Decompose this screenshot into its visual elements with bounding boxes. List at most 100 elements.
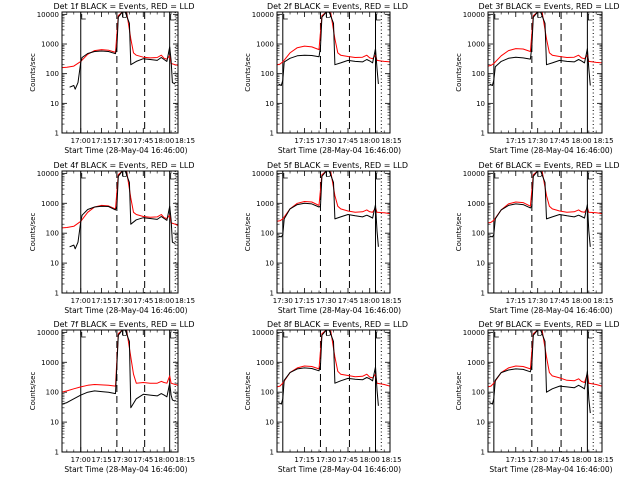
y-tick-label: 100: [472, 70, 485, 78]
y-tick-label: 10000: [37, 11, 59, 19]
panel-det-4: Det 4f BLACK = Events, RED = LLD Counts/s…: [29, 161, 195, 315]
y-tick-label: 1000: [256, 359, 274, 367]
panel-det-7: Det 7f BLACK = Events, RED = LLD Counts/s…: [29, 320, 195, 474]
y-tick-label: 100: [472, 389, 485, 397]
series-lld: [488, 12, 602, 67]
annotation-d: D: [537, 329, 543, 338]
x-ticks: 17:30 17:15 17:30 17:45 18:00 18:15: [273, 171, 402, 305]
panel-det-5: Det 5f BLACK = Events, RED = LLD Counts/s…: [244, 161, 408, 315]
y-tick-label: 10000: [37, 329, 59, 337]
plot-frame: [276, 329, 391, 453]
y-tick-label: 1: [55, 449, 59, 457]
panel-title: Det 3f BLACK = Events, RED = LLD: [478, 2, 619, 11]
x-tick-label: 17:30: [316, 297, 336, 305]
x-tick-label: 17:15: [294, 297, 314, 305]
bracket-mark: [587, 332, 593, 339]
x-tick-label: 17:15: [506, 456, 526, 464]
x-axis-label: Start Time (28-May-04 16:46:00): [64, 146, 187, 155]
y-axis-label: Counts/sec: [455, 372, 463, 411]
y-axis-label: Counts/sec: [244, 213, 252, 252]
series-lines: [277, 12, 390, 86]
series-lines: [277, 171, 390, 247]
x-tick-label: 17:45: [338, 456, 358, 464]
x-tick-label: 18:15: [175, 137, 195, 145]
x-tick-label: 17:45: [550, 297, 570, 305]
x-axis-label: Start Time (28-May-04 16:46:00): [489, 465, 612, 474]
y-axis-label: Counts/sec: [455, 213, 463, 252]
x-ticks: 17:15 17:30 17:45 18:00 18:15: [500, 171, 614, 305]
y-tick-label: 1000: [41, 41, 59, 49]
interval-markers: [493, 171, 594, 293]
series-events: [278, 171, 379, 247]
interval-markers: [282, 171, 382, 293]
x-axis-label: Start Time (28-May-04 16:46:00): [278, 306, 401, 315]
y-tick-label: 1: [55, 130, 59, 138]
bracket-mark: [170, 332, 175, 339]
panel-title: Det 2f BLACK = Events, RED = LLD: [267, 2, 408, 11]
series-lines: [488, 12, 602, 86]
x-axis-label: Start Time (28-May-04 16:46:00): [489, 306, 612, 315]
y-tick-label: 10: [50, 100, 59, 108]
y-tick-label: 100: [261, 389, 274, 397]
interval-markers: [282, 12, 382, 133]
x-tick-label: 17:30: [528, 137, 548, 145]
x-tick-label: 17:15: [91, 297, 111, 305]
x-tick-label: 18:00: [154, 297, 174, 305]
bracket-mark: [170, 14, 175, 21]
bracket-mark: [81, 14, 86, 20]
annotation-d: D: [122, 170, 128, 179]
y-tick-label: 10: [476, 100, 485, 108]
y-tick-label: 10000: [252, 170, 274, 178]
x-tick-label: 18:00: [571, 456, 591, 464]
interval-markers: [80, 330, 176, 452]
y-tick-label: 1000: [41, 200, 59, 208]
series-events: [489, 171, 591, 247]
annotation-d: D: [537, 11, 543, 20]
bracket-mark: [376, 14, 381, 21]
annotation-d: D: [325, 329, 331, 338]
y-tick-label: 1000: [256, 41, 274, 49]
x-tick-label: 17:15: [506, 137, 526, 145]
series-events: [62, 330, 176, 409]
x-tick-label: 17:30: [112, 297, 132, 305]
plot-frame: [487, 329, 603, 453]
x-tick-label: 17:30: [112, 456, 132, 464]
y-tick-label: 10000: [252, 329, 274, 337]
series-lld: [62, 12, 178, 69]
y-ticks: 1 10 100 1000 10000: [37, 11, 178, 138]
x-ticks: 17:00 17:15 17:30 17:45 18:00 18:15: [66, 171, 195, 305]
y-tick-label: 10000: [37, 170, 59, 178]
plot-frame: [487, 11, 603, 134]
x-tick-label: 17:00: [71, 137, 91, 145]
y-tick-label: 10000: [463, 170, 485, 178]
series-events: [278, 330, 379, 406]
y-tick-label: 10: [476, 419, 485, 427]
x-tick-label: 18:15: [593, 137, 613, 145]
x-tick-label: 18:00: [360, 456, 380, 464]
series-events: [69, 171, 176, 250]
series-lld: [488, 330, 602, 388]
interval-markers: [80, 171, 176, 293]
bracket-mark: [81, 173, 86, 179]
x-tick-label: 18:00: [360, 297, 380, 305]
y-tick-label: 1: [481, 449, 485, 457]
x-tick-label: 17:45: [338, 297, 358, 305]
plot-frame: [276, 11, 391, 134]
y-tick-label: 10: [476, 260, 485, 268]
y-tick-label: 100: [261, 230, 274, 238]
panel-det-2: Det 2f BLACK = Events, RED = LLD Counts/s…: [244, 2, 408, 155]
bracket-mark: [81, 332, 86, 338]
y-tick-label: 10: [265, 260, 274, 268]
panel-title: Det 7f BLACK = Events, RED = LLD: [53, 320, 194, 329]
y-tick-label: 1: [481, 130, 485, 138]
y-tick-label: 100: [46, 230, 59, 238]
x-ticks: 17:15 17:30 17:45 18:00 18:15: [289, 330, 402, 464]
series-lines: [62, 330, 178, 409]
y-tick-label: 1: [481, 290, 485, 298]
y-tick-label: 10000: [463, 329, 485, 337]
y-tick-label: 100: [261, 70, 274, 78]
series-lines: [488, 330, 602, 414]
bracket-mark: [170, 173, 175, 180]
annotation-d: D: [122, 11, 128, 20]
